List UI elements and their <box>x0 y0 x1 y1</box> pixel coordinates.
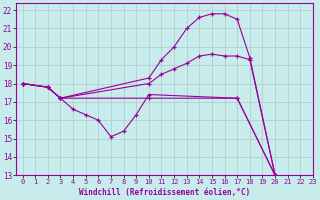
X-axis label: Windchill (Refroidissement éolien,°C): Windchill (Refroidissement éolien,°C) <box>79 188 250 197</box>
